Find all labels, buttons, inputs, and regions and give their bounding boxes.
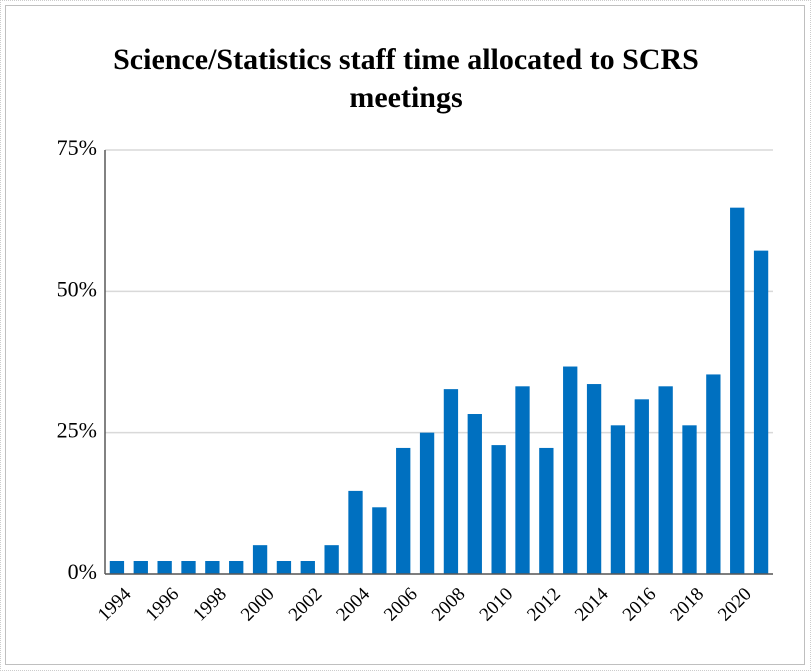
x-tick-label: 1996 (142, 584, 184, 626)
bar (515, 386, 530, 574)
bar (753, 250, 769, 574)
x-tick-label: 2006 (380, 584, 422, 626)
bar (229, 560, 244, 574)
y-tick-label: 50% (57, 276, 97, 301)
x-tick-label: 1994 (94, 583, 136, 625)
bar (610, 425, 626, 574)
bar (706, 374, 721, 574)
y-tick-label: 0% (68, 559, 97, 584)
bar (205, 560, 220, 574)
bar (634, 399, 649, 574)
x-tick-label: 2010 (476, 584, 518, 626)
bar (157, 560, 172, 574)
bar (419, 432, 435, 574)
bar (491, 445, 506, 574)
x-tick-label: 2004 (332, 583, 374, 625)
bar (133, 560, 148, 574)
bar (443, 389, 459, 574)
bar (372, 507, 387, 574)
y-tick-label: 75% (57, 135, 97, 160)
bar (181, 560, 196, 574)
x-tick-label: 2012 (523, 584, 565, 626)
bar (109, 560, 125, 574)
x-tick-label: 2020 (714, 584, 756, 626)
bar (276, 560, 292, 574)
bar (467, 414, 482, 574)
chart-frame (5, 5, 805, 665)
chart-title: Science/Statistics staff time allocated … (113, 43, 699, 114)
bar (300, 560, 315, 574)
bar (539, 447, 554, 574)
bar (730, 207, 745, 574)
bar (348, 490, 363, 574)
x-tick-label: 2002 (285, 584, 327, 626)
bar (658, 386, 673, 574)
bar (563, 366, 578, 574)
x-tick-label: 2014 (571, 583, 613, 625)
x-tick-label: 2018 (666, 584, 708, 626)
x-tick-label: 2008 (428, 584, 470, 626)
bar (324, 545, 339, 574)
bar (396, 447, 411, 574)
x-tick-label: 2016 (619, 584, 661, 626)
x-tick-label: 1998 (189, 584, 231, 626)
bar (252, 545, 268, 574)
bar (586, 384, 602, 574)
bar (682, 425, 697, 574)
x-tick-label: 2000 (237, 584, 279, 626)
y-tick-label: 25% (57, 418, 97, 443)
